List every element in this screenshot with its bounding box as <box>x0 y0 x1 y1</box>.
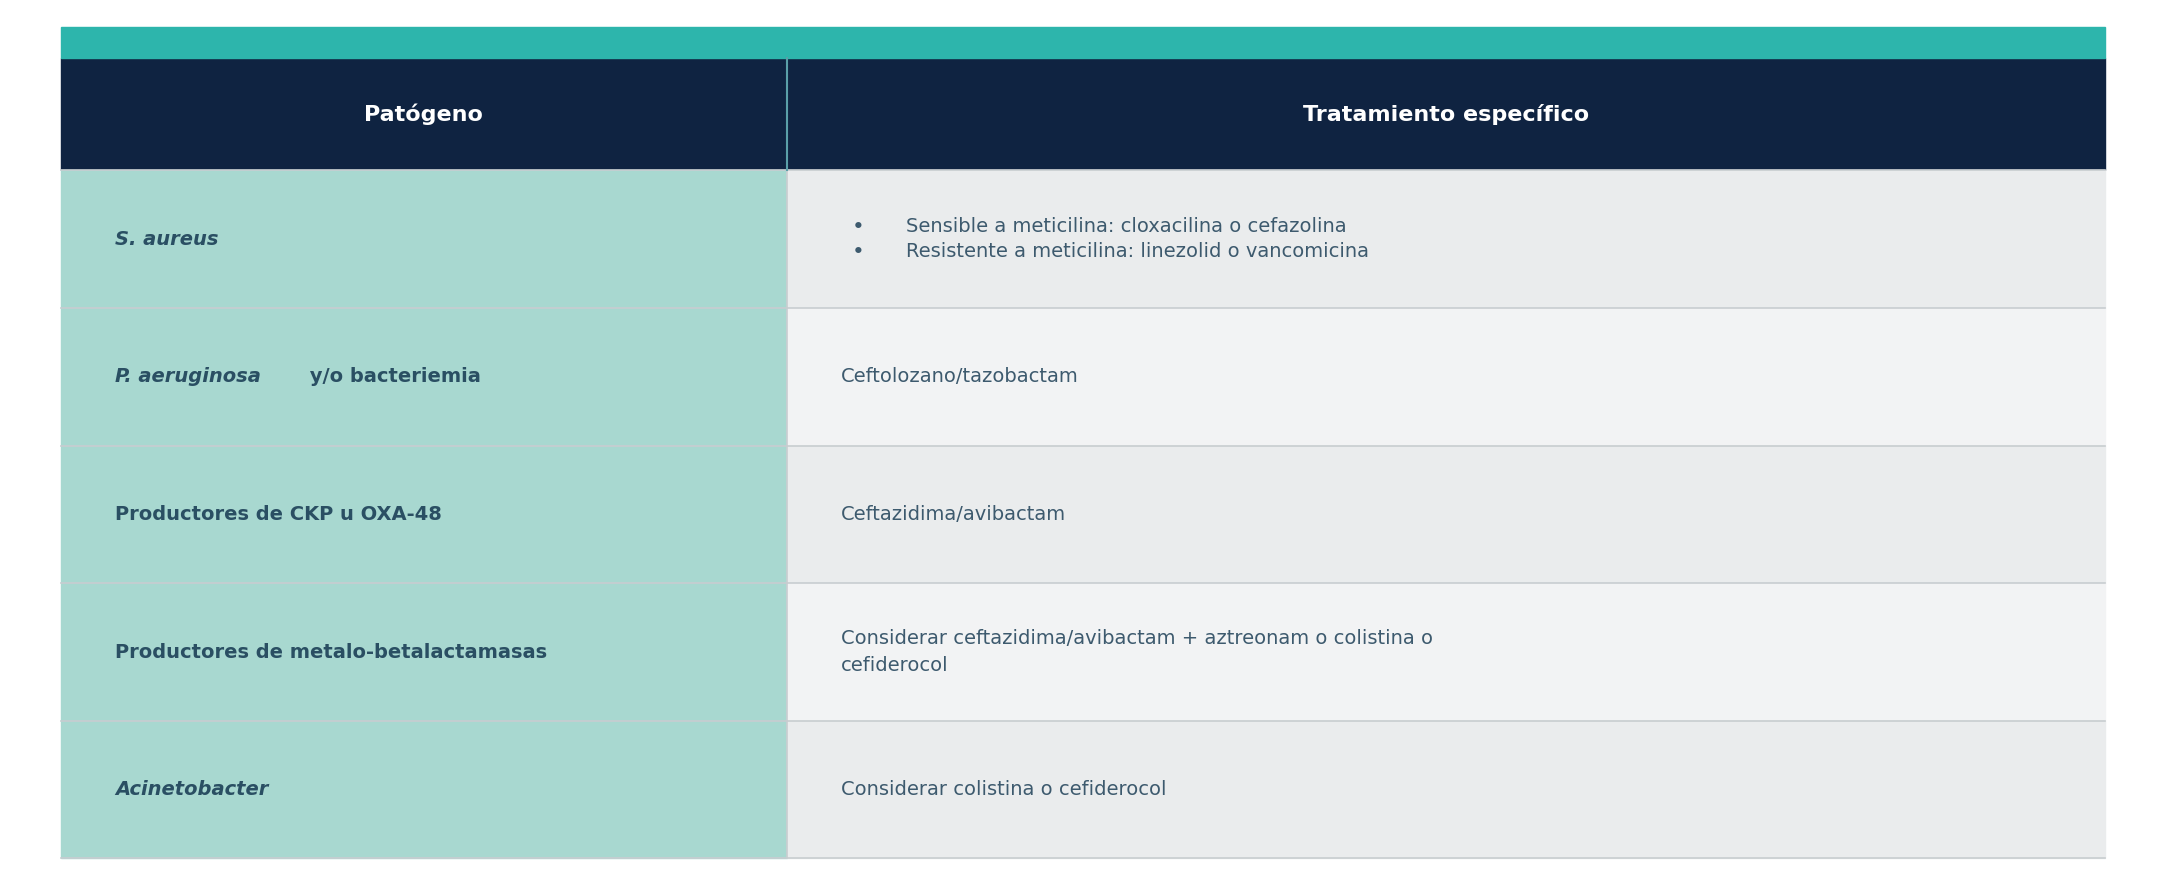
Text: •: • <box>851 217 864 236</box>
Text: y/o bacteriemia: y/o bacteriemia <box>303 367 481 387</box>
Bar <box>61 583 786 721</box>
Bar <box>786 308 2105 446</box>
Bar <box>61 171 786 308</box>
Text: Productores de CKP u OXA-48: Productores de CKP u OXA-48 <box>115 505 442 524</box>
Text: Ceftazidima/avibactam: Ceftazidima/avibactam <box>840 505 1066 524</box>
Bar <box>61 446 786 583</box>
Text: •: • <box>851 242 864 262</box>
Text: Acinetobacter: Acinetobacter <box>115 781 269 799</box>
Bar <box>61 721 786 858</box>
Bar <box>61 27 2105 58</box>
Text: Ceftolozano/tazobactam: Ceftolozano/tazobactam <box>840 367 1079 387</box>
Text: Tratamiento específico: Tratamiento específico <box>1304 104 1590 125</box>
Bar <box>786 583 2105 721</box>
Bar <box>786 446 2105 583</box>
Text: Sensible a meticilina: cloxacilina o cefazolina: Sensible a meticilina: cloxacilina o cef… <box>905 217 1347 236</box>
Text: Resistente a meticilina: linezolid o vancomicina: Resistente a meticilina: linezolid o van… <box>905 242 1369 261</box>
Text: Considerar ceftazidima/avibactam + aztreonam o colistina o
cefiderocol: Considerar ceftazidima/avibactam + aztre… <box>840 629 1432 674</box>
Bar <box>61 58 2105 171</box>
Bar <box>61 308 786 446</box>
Text: P. aeruginosa: P. aeruginosa <box>115 367 260 387</box>
Bar <box>786 171 2105 308</box>
Text: Patógeno: Patógeno <box>364 104 483 125</box>
Text: S. aureus: S. aureus <box>115 230 219 249</box>
Bar <box>786 721 2105 858</box>
Text: Considerar colistina o cefiderocol: Considerar colistina o cefiderocol <box>840 781 1165 799</box>
Text: Productores de metalo-betalactamasas: Productores de metalo-betalactamasas <box>115 643 548 662</box>
